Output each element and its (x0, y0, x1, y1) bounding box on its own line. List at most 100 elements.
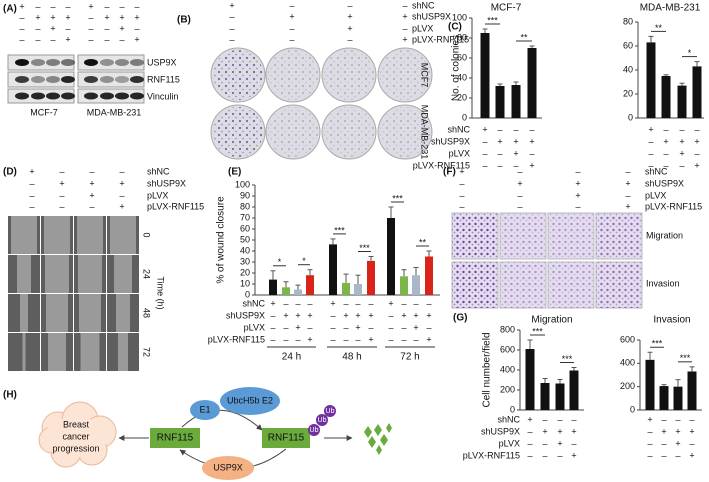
condition-mark: – (88, 23, 93, 33)
condition-mark: + (529, 136, 534, 146)
condition-mark: + (388, 298, 393, 308)
y-tick-label: 70 (240, 212, 250, 222)
condition-mark: – (675, 450, 680, 460)
cell-line: MDA-MB-231 (87, 107, 142, 117)
condition-mark: – (307, 298, 312, 308)
y-tick-label: 600 (500, 344, 515, 354)
condition-mark: + (347, 23, 352, 33)
condition-mark: – (647, 450, 652, 460)
significance-label: * (302, 256, 306, 266)
x-tick-label: 24 h (282, 352, 301, 363)
panel-label: (G) (453, 313, 467, 324)
y-tick-label: 100 (452, 12, 467, 22)
blot-band (31, 59, 45, 66)
bar (527, 48, 537, 118)
significance-label: ** (419, 237, 427, 247)
cell-line: MCF-7 (30, 107, 58, 117)
condition-mark: + (307, 334, 312, 344)
condition-mark: – (19, 34, 24, 44)
panel-label: (D) (3, 167, 17, 178)
condition-mark: – (497, 124, 502, 134)
node-text: Ub (310, 427, 319, 434)
condition-mark: + (119, 12, 124, 22)
condition-mark: – (513, 160, 518, 170)
chart-title: MCF-7 (491, 3, 522, 14)
diagram: Breast cancer progression RNF115 E1 UbcH… (38, 387, 392, 480)
condition-mark: – (648, 136, 653, 146)
condition-mark: – (542, 450, 547, 460)
condition-mark: + (59, 178, 64, 188)
blot-label: USP9X (147, 57, 177, 67)
condition-mark: + (355, 310, 360, 320)
condition-mark: + (134, 34, 139, 44)
blot-band (100, 76, 114, 83)
significance-label: * (688, 48, 692, 58)
blot-band (100, 59, 114, 66)
y-axis-label: Cell number/field (482, 332, 493, 407)
significance-label: *** (562, 354, 573, 364)
condition-mark: – (661, 414, 666, 424)
condition-mark: + (426, 334, 431, 344)
condition-mark: – (575, 166, 580, 176)
blot-band (15, 92, 29, 100)
node (262, 428, 310, 448)
y-tick-label: 0 (462, 112, 467, 122)
condition-mark: + (679, 136, 684, 146)
wound-gap (22, 333, 26, 371)
condition-mark: – (517, 201, 522, 211)
condition-label: pLVX (499, 438, 520, 448)
cell-line: MDA-MB-231 (420, 105, 430, 160)
condition-mark: – (482, 160, 487, 170)
wound-gap (79, 294, 101, 332)
condition-mark: – (482, 148, 487, 158)
blot-band (46, 76, 60, 83)
condition-mark: + (50, 12, 55, 22)
bar (400, 276, 408, 295)
condition-mark: + (119, 201, 124, 211)
wound-gap (45, 255, 69, 293)
condition-mark: – (330, 322, 335, 332)
condition-mark: + (679, 148, 684, 158)
condition-mark: + (527, 414, 532, 424)
condition-mark: + (571, 450, 576, 460)
chart-title: Migration (531, 315, 572, 326)
condition-mark: + (497, 136, 502, 146)
wound-gap (116, 294, 130, 332)
condition-mark: – (59, 190, 64, 200)
wound-gap (114, 255, 132, 293)
condition-mark: – (497, 148, 502, 158)
significance-label: *** (680, 353, 691, 363)
condition-mark: + (35, 12, 40, 22)
cloud (38, 401, 117, 468)
assay-label: Migration (646, 230, 683, 240)
bar (387, 218, 395, 295)
condition-label: pLVX (244, 322, 265, 332)
panel-label: (B) (177, 15, 191, 26)
panel-label: (F) (443, 167, 456, 178)
condition-mark: – (542, 438, 547, 448)
bar (282, 287, 290, 295)
condition-mark: – (459, 178, 464, 188)
condition-label: shUSP9X (645, 178, 684, 188)
blot-band (15, 59, 29, 66)
condition-mark: + (355, 322, 360, 332)
condition-mark: – (289, 0, 294, 10)
condition-mark: – (689, 438, 694, 448)
dish-colonies (213, 50, 263, 100)
condition-mark: + (229, 0, 234, 10)
dish-colonies (324, 50, 374, 100)
bar (540, 383, 550, 410)
transwell-cells (452, 213, 498, 259)
y-tick-label: 600 (620, 334, 635, 344)
blot-band (130, 76, 144, 83)
condition-mark: – (65, 1, 70, 11)
condition-mark: – (513, 124, 518, 134)
y-tick-label: 0 (510, 404, 515, 414)
condition-mark: + (625, 201, 630, 211)
condition-mark: + (289, 11, 294, 21)
bar (294, 289, 302, 295)
bar (673, 386, 683, 410)
node (202, 456, 254, 480)
transwell-cells (548, 213, 594, 259)
blot-band (115, 76, 129, 83)
